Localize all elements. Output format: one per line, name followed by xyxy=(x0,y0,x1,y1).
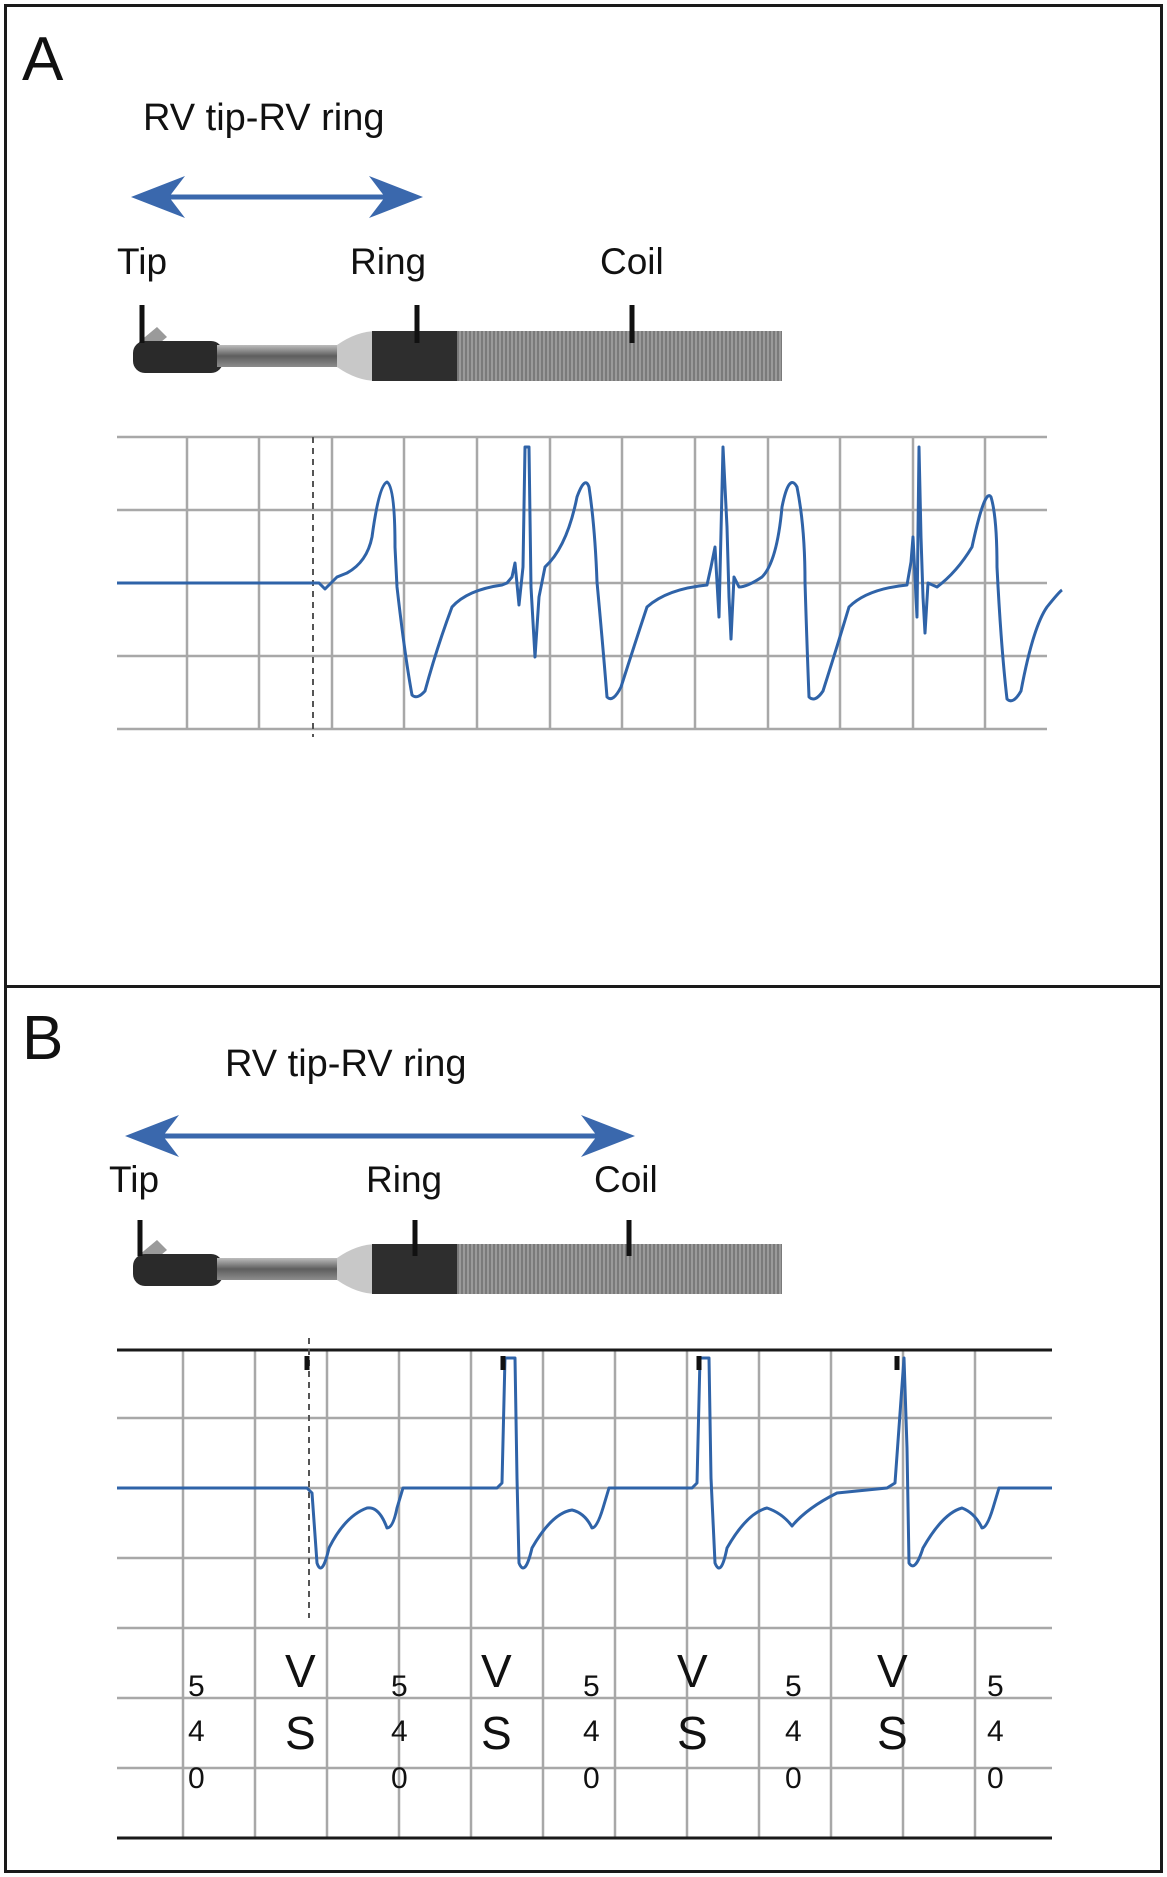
marker-annotation-5-top: 5 xyxy=(583,1670,600,1703)
panel-b-letter: B xyxy=(22,1004,64,1073)
coil-label-a: Coil xyxy=(600,241,664,282)
marker-annotation-7-top: 5 xyxy=(785,1670,802,1703)
marker-annotation-1-bot: 0 xyxy=(188,1762,205,1795)
marker-annotation-8-top: V xyxy=(877,1645,908,1697)
marker-annotation-3-top: 5 xyxy=(391,1670,408,1703)
marker-annotation-9-mid: 4 xyxy=(987,1715,1004,1748)
marker-annotation-9-top: 5 xyxy=(987,1670,1004,1703)
coil-label-b: Coil xyxy=(594,1159,658,1200)
marker-annotation-7-bot: 0 xyxy=(785,1762,802,1795)
tip-label-b: Tip xyxy=(109,1159,160,1200)
panel-b-title: RV tip-RV ring xyxy=(225,1043,467,1085)
marker-annotation-3-mid: 4 xyxy=(391,1715,408,1748)
marker-annotation-7-mid: 4 xyxy=(785,1715,802,1748)
span-arrow-a xyxy=(131,176,423,218)
lead-image-a xyxy=(133,305,782,381)
marker-annotation-8-bot: S xyxy=(877,1707,908,1759)
marker-annotation-2-top: V xyxy=(285,1645,316,1697)
marker-annotation-9-bot: 0 xyxy=(987,1762,1004,1795)
panel-a-drawing xyxy=(117,176,1063,737)
marker-ticks-b xyxy=(304,1356,900,1370)
marker-annotation-6-bot: S xyxy=(677,1707,708,1759)
marker-annotation-5-bot: 0 xyxy=(583,1762,600,1795)
panel-a-title: RV tip-RV ring xyxy=(143,97,385,139)
panel-b-drawing xyxy=(117,1115,1052,1840)
ring-label-a: Ring xyxy=(350,241,427,282)
marker-annotation-1-mid: 4 xyxy=(188,1715,205,1748)
lead-image-b xyxy=(133,1220,782,1294)
ring-label-b: Ring xyxy=(366,1159,443,1200)
marker-annotation-4-bot: S xyxy=(481,1707,512,1759)
marker-annotation-6-top: V xyxy=(677,1645,708,1697)
panel-a-letter: A xyxy=(22,25,64,94)
marker-annotation-3-bot: 0 xyxy=(391,1762,408,1795)
marker-annotation-1-top: 5 xyxy=(188,1670,205,1703)
marker-annotation-2-bot: S xyxy=(285,1707,316,1759)
egm-trace-a xyxy=(117,445,1063,703)
panel-b: B RV tip-RV ring Tip Ring Coil xyxy=(4,985,1163,1873)
panel-a: A RV tip-RV ring Tip Ring Coil xyxy=(4,4,1163,988)
marker-annotation-5-mid: 4 xyxy=(583,1715,600,1748)
egm-trace-b xyxy=(117,1356,1052,1570)
span-arrow-b xyxy=(125,1115,635,1157)
marker-annotation-4-top: V xyxy=(481,1645,512,1697)
tip-label-a: Tip xyxy=(117,241,168,282)
